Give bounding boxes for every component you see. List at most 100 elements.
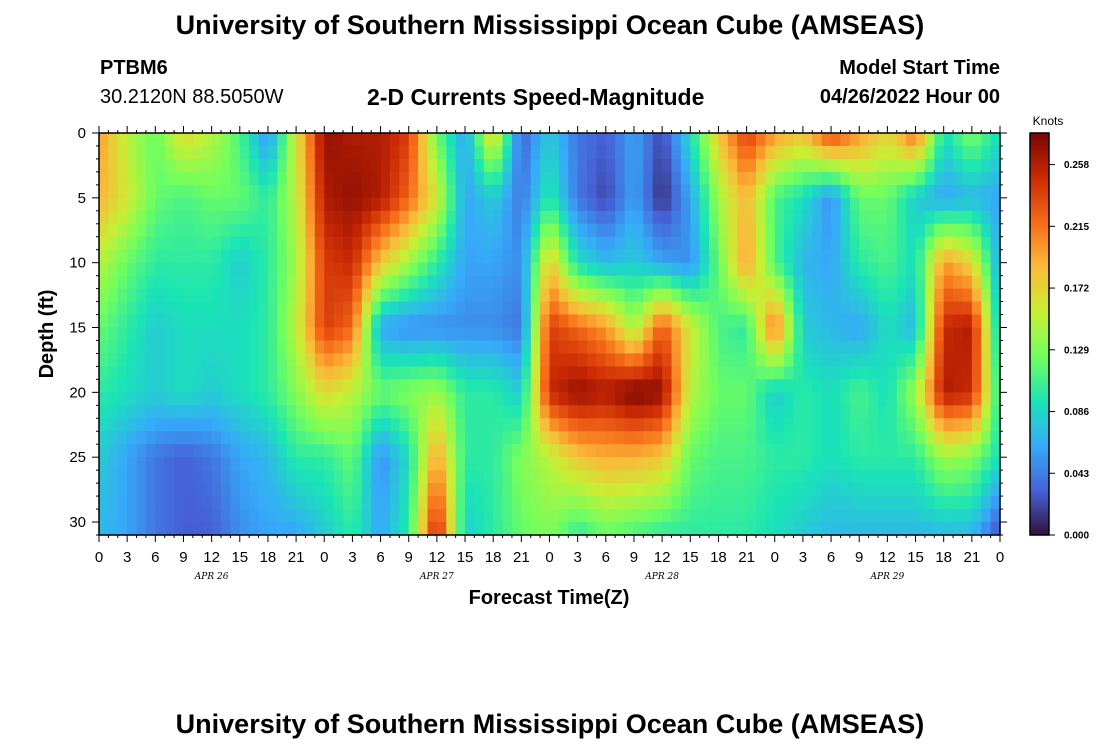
- heatmap-cell: [784, 184, 795, 199]
- heatmap-cell: [906, 327, 917, 342]
- heatmap-cell: [202, 288, 213, 303]
- heatmap-cell: [680, 145, 691, 160]
- heatmap-cell: [624, 158, 635, 173]
- heatmap-cell: [540, 418, 551, 432]
- heatmap-cell: [849, 184, 860, 199]
- heatmap-cell: [99, 444, 109, 458]
- heatmap-cell: [765, 301, 776, 316]
- heatmap-cell: [530, 301, 541, 316]
- heatmap-cell: [915, 470, 926, 484]
- heatmap-cell: [230, 262, 241, 277]
- heatmap-cell: [906, 184, 917, 199]
- heatmap-cell: [887, 223, 898, 238]
- heatmap-cell: [502, 314, 513, 329]
- heatmap-cell: [446, 366, 457, 380]
- heatmap-cell: [624, 301, 635, 316]
- heatmap-cell: [267, 340, 278, 355]
- heatmap-cell: [849, 133, 860, 147]
- heatmap-cell: [465, 288, 476, 303]
- heatmap-cell: [267, 392, 278, 406]
- heatmap-cell: [784, 327, 795, 342]
- heatmap-cell: [671, 197, 682, 212]
- heatmap-cell: [145, 158, 156, 173]
- heatmap-cell: [352, 457, 363, 471]
- heatmap-cell: [652, 145, 663, 160]
- heatmap-cell: [192, 353, 203, 368]
- heatmap-cell: [239, 171, 250, 186]
- heatmap-cell: [286, 392, 297, 406]
- heatmap-cell: [587, 223, 598, 238]
- heatmap-cell: [389, 418, 400, 432]
- heatmap-cell: [446, 522, 457, 536]
- heatmap-cell: [652, 197, 663, 212]
- heatmap-cell: [596, 470, 607, 484]
- heatmap-cell: [511, 133, 522, 147]
- heatmap-cell: [981, 145, 992, 160]
- heatmap-cell: [709, 327, 720, 342]
- heatmap-cell: [943, 457, 954, 471]
- heatmap-cell: [690, 470, 701, 484]
- heatmap-cell: [408, 327, 419, 342]
- heatmap-cell: [108, 353, 119, 368]
- heatmap-cell: [333, 327, 344, 342]
- heatmap-cell: [849, 145, 860, 160]
- heatmap-cell: [192, 418, 203, 432]
- heatmap-cell: [221, 145, 231, 160]
- heatmap-cell: [502, 444, 513, 458]
- heatmap-cell: [718, 496, 729, 510]
- heatmap-cell: [230, 327, 241, 342]
- x-tick-label: 6: [151, 549, 159, 566]
- heatmap-cell: [981, 405, 992, 419]
- heatmap-cell: [962, 249, 973, 264]
- heatmap-cell: [530, 496, 541, 510]
- heatmap-cell: [446, 431, 457, 445]
- heatmap-cell: [577, 145, 588, 160]
- heatmap-cell: [183, 184, 194, 199]
- heatmap-cell: [211, 184, 222, 199]
- heatmap-cell: [455, 392, 466, 406]
- heatmap-cell: [277, 366, 288, 380]
- heatmap-cell: [709, 496, 720, 510]
- heatmap-cell: [821, 431, 832, 445]
- heatmap-cell: [183, 197, 194, 212]
- heatmap-cell: [511, 431, 522, 445]
- heatmap-cell: [727, 509, 738, 523]
- heatmap-cell: [812, 262, 823, 277]
- heatmap-cell: [671, 275, 682, 290]
- heatmap-cell: [474, 483, 485, 497]
- heatmap-cell: [389, 340, 400, 355]
- heatmap-cell: [784, 392, 795, 406]
- heatmap-cell: [305, 366, 316, 380]
- heatmap-cell: [662, 340, 673, 355]
- heatmap-cell: [953, 509, 964, 523]
- heatmap-cell: [624, 509, 635, 523]
- heatmap-cell: [530, 418, 541, 432]
- heatmap-cell: [633, 431, 644, 445]
- heatmap-cell: [868, 288, 879, 303]
- heatmap-cell: [877, 184, 888, 199]
- heatmap-cell: [859, 275, 870, 290]
- heatmap-cell: [934, 483, 945, 497]
- heatmap-cell: [511, 327, 522, 342]
- heatmap-cell: [802, 457, 813, 471]
- heatmap-cell: [709, 210, 720, 225]
- heatmap-cell: [953, 444, 964, 458]
- heatmap-cell: [540, 353, 551, 368]
- heatmap-cell: [427, 483, 438, 497]
- heatmap-cell: [427, 262, 438, 277]
- heatmap-cell: [136, 184, 147, 199]
- heatmap-cell: [699, 145, 710, 160]
- heatmap-cell: [418, 236, 429, 251]
- heatmap-cell: [887, 210, 898, 225]
- heatmap-cell: [343, 470, 354, 484]
- heatmap-cell: [981, 522, 992, 536]
- heatmap-cell: [793, 301, 804, 316]
- heatmap-cell: [840, 457, 851, 471]
- heatmap-cell: [652, 496, 663, 510]
- heatmap-cell: [483, 392, 494, 406]
- heatmap-cell: [333, 522, 344, 536]
- heatmap-cell: [380, 392, 391, 406]
- heatmap-cell: [352, 509, 363, 523]
- heatmap-cell: [361, 171, 372, 186]
- heatmap-cell: [587, 249, 598, 264]
